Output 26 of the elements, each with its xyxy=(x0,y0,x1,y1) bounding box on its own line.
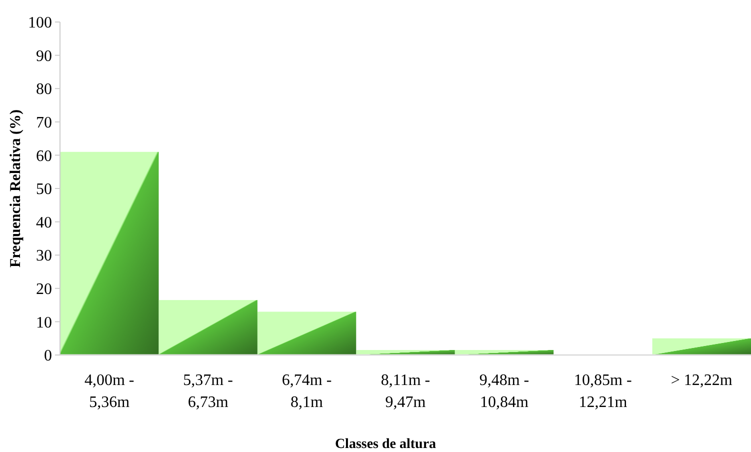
x-tick-label: 6,74m - 8,1m xyxy=(282,372,332,411)
x-tick-label: 5,37m - 6,73m xyxy=(183,372,233,411)
y-axis-title: Frequencia Relativa (%) xyxy=(8,109,24,268)
y-tick-label: 80 xyxy=(36,81,52,98)
y-tick-label: 20 xyxy=(36,281,52,298)
bar xyxy=(257,312,356,355)
x-tick-label: 9,48m - 10,84m xyxy=(479,372,530,411)
y-tick-label: 90 xyxy=(36,48,52,65)
y-tick-label: 40 xyxy=(36,214,52,232)
x-tick-label: > 12,22m xyxy=(670,372,733,389)
bar xyxy=(158,300,258,355)
y-tick-label: 10 xyxy=(36,314,52,332)
y-tick-label: 0 xyxy=(44,348,52,365)
bar xyxy=(652,338,751,355)
y-tick-label: 100 xyxy=(28,14,52,32)
x-tick-label: 4,00m - 5,36m xyxy=(84,372,134,411)
y-tick-label: 60 xyxy=(36,148,52,165)
x-axis-title: Classes de altura xyxy=(334,437,436,452)
bar xyxy=(60,152,159,355)
bar xyxy=(454,350,554,355)
y-tick-label: 50 xyxy=(36,181,52,198)
x-tick-label: 8,11m - 9,47m xyxy=(380,372,430,411)
bar xyxy=(356,350,455,355)
y-tick-label: 30 xyxy=(36,248,52,265)
x-tick-label: 10,85m - 12,21m xyxy=(574,372,632,411)
y-tick-label: 70 xyxy=(36,114,52,132)
